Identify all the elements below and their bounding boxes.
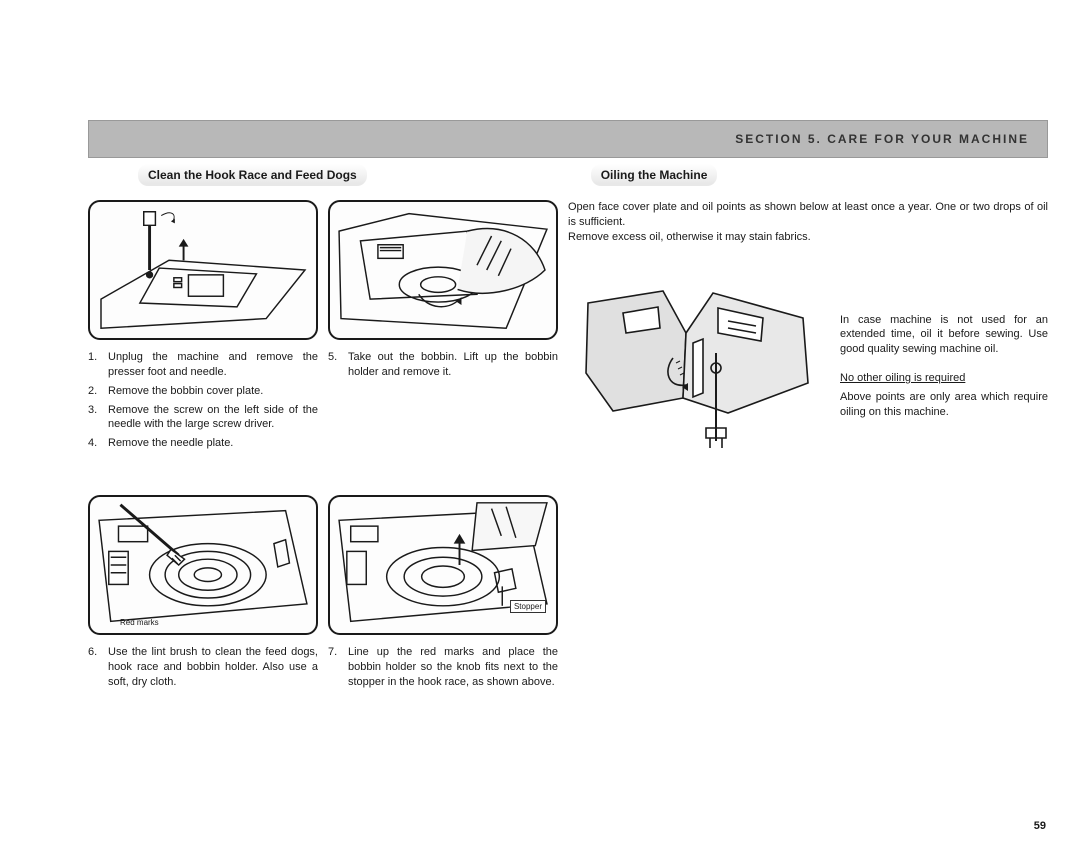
step-item: 2.Remove the bobbin cover plate. xyxy=(88,384,318,399)
column-2-row2: Stopper 7. Line up the red marks and pla… xyxy=(328,495,558,690)
column-1: 1.Unplug the machine and remove the pres… xyxy=(88,200,318,455)
figure-2-bobbin-lift xyxy=(328,200,558,340)
step-text: Take out the bobbin. Lift up the bobbin … xyxy=(348,350,558,380)
oiling-intro-1: Open face cover plate and oil points as … xyxy=(568,200,1048,230)
step-text: Line up the red marks and place the bobb… xyxy=(348,645,558,690)
row-2-figures: Red marks 6. Use the lint brush to clean… xyxy=(88,495,1048,690)
figure-4-bobbin-replace: Stopper xyxy=(328,495,558,635)
step-6: 6. Use the lint brush to clean the feed … xyxy=(88,645,318,690)
label-stopper: Stopper xyxy=(510,600,546,613)
step-item: 4.Remove the needle plate. xyxy=(88,436,318,451)
step-number: 7. xyxy=(328,645,348,690)
oiling-intro-2: Remove excess oil, otherwise it may stai… xyxy=(568,230,1048,245)
heading-oiling: Oiling the Machine xyxy=(591,164,718,186)
oiling-para-2: Above points are only area which require… xyxy=(840,390,1048,420)
step-7: 7. Line up the red marks and place the b… xyxy=(328,645,558,690)
content-columns: 1.Unplug the machine and remove the pres… xyxy=(88,200,1048,455)
manual-page: SECTION 5. CARE FOR YOUR MACHINE Clean t… xyxy=(88,120,1048,690)
figure-3-lint-brush: Red marks xyxy=(88,495,318,635)
step-text: Unplug the machine and remove the presse… xyxy=(108,350,318,380)
figure-oiling-machine xyxy=(568,273,828,453)
step-5: 5. Take out the bobbin. Lift up the bobb… xyxy=(328,350,558,380)
step-text: Remove the needle plate. xyxy=(108,436,318,451)
heading-clean-hook: Clean the Hook Race and Feed Dogs xyxy=(138,164,367,186)
section-header-text: SECTION 5. CARE FOR YOUR MACHINE xyxy=(735,132,1029,146)
steps-1-4: 1.Unplug the machine and remove the pres… xyxy=(88,350,318,451)
label-red-marks: Red marks xyxy=(120,618,159,627)
step-text: Remove the screw on the left side of the… xyxy=(108,403,318,433)
step-item: 1.Unplug the machine and remove the pres… xyxy=(88,350,318,380)
step-text: Use the lint brush to clean the feed dog… xyxy=(108,645,318,690)
subheadings-row: Clean the Hook Race and Feed Dogs Oiling… xyxy=(88,164,1048,186)
step-item: 3.Remove the screw on the left side of t… xyxy=(88,403,318,433)
column-3-oiling: Open face cover plate and oil points as … xyxy=(568,200,1048,455)
column-2: 5. Take out the bobbin. Lift up the bobb… xyxy=(328,200,558,455)
page-number: 59 xyxy=(1034,820,1046,832)
section-header-band: SECTION 5. CARE FOR YOUR MACHINE xyxy=(88,120,1048,158)
oiling-para-1: In case machine is not used for an exten… xyxy=(840,313,1048,358)
step-number: 6. xyxy=(88,645,108,690)
column-1-row2: Red marks 6. Use the lint brush to clean… xyxy=(88,495,318,690)
oiling-underline: No other oiling is required xyxy=(840,371,1048,386)
step-number: 5. xyxy=(328,350,348,380)
step-text: Remove the bobbin cover plate. xyxy=(108,384,318,399)
oiling-side-text: In case machine is not used for an exten… xyxy=(840,273,1048,453)
oiling-body: In case machine is not used for an exten… xyxy=(568,273,1048,453)
figure-1-needle-plate xyxy=(88,200,318,340)
